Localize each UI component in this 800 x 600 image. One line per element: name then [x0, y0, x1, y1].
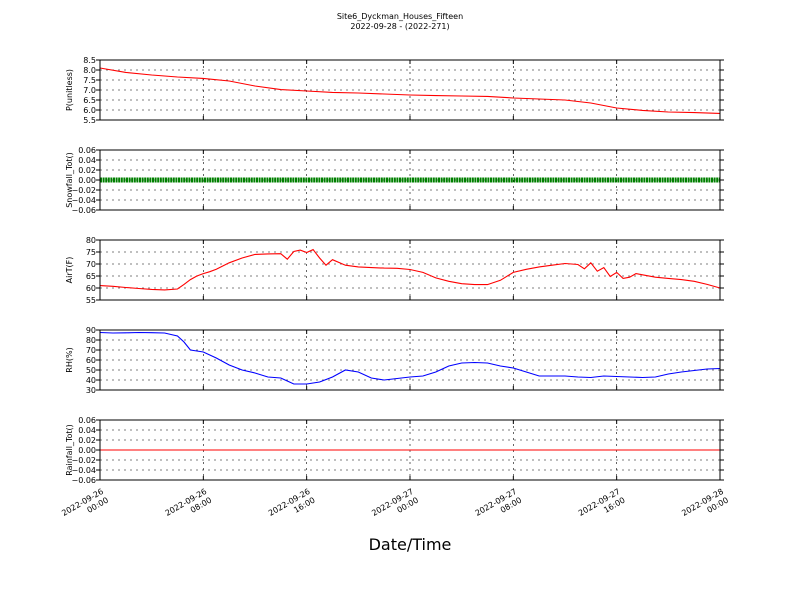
y-tick-label: 0.06: [78, 146, 96, 155]
subplot-3: 55 60 65 70 75 80 AirT(F): [65, 236, 724, 305]
y-tick-label: 8.0: [83, 66, 96, 75]
series-line: [99, 331, 721, 385]
plot-frame: [99, 419, 721, 481]
y-axis-label: RH(%): [65, 347, 74, 372]
y-tick-label: 50: [86, 366, 96, 375]
y-tick-label: 70: [86, 260, 96, 269]
y-tick-label: 0.00: [78, 176, 96, 185]
y-axis-label: Snowfall_Tot(): [65, 152, 74, 208]
y-tick-label: 70: [86, 346, 96, 355]
plot-frame: [99, 239, 721, 301]
plot-frame: [99, 149, 721, 211]
subplot-1: 5.56.06.57.07.58.08.5 P(unitless): [65, 56, 724, 125]
y-tick-label: 60: [86, 284, 96, 293]
y-tick-label: 5.5: [83, 116, 96, 125]
y-tick-label: −0.06: [71, 476, 96, 485]
y-tick-label: 80: [86, 236, 96, 245]
y-tick-label: −0.04: [71, 196, 96, 205]
subplot-panels: 5.56.06.57.07.58.08.5P(unitless)−0.06−0.…: [65, 56, 724, 485]
y-tick-label: 0.06: [78, 416, 96, 425]
y-axis-label: AirT(F): [65, 257, 74, 284]
y-tick-label: −0.06: [71, 206, 96, 215]
subplot-2: −0.06−0.04−0.020.000.020.040.06 Snowfall_…: [65, 146, 724, 215]
y-tick-label: 6.0: [83, 106, 96, 115]
y-tick-label: 7.0: [83, 86, 96, 95]
y-tick-label: 6.5: [83, 96, 96, 105]
y-tick-label: 0.02: [78, 436, 96, 445]
y-tick-label: −0.04: [71, 466, 96, 475]
y-tick-label: 7.5: [83, 76, 96, 85]
y-tick-label: −0.02: [71, 456, 96, 465]
subplot-5: −0.06−0.04−0.020.000.020.040.06 Rainfall_…: [65, 416, 724, 485]
chart-title-line1: Site6_Dyckman_Houses_Fifteen: [337, 12, 463, 21]
y-tick-label: 90: [86, 326, 96, 335]
chart-title-line2: 2022-09-28 - (2022-271): [350, 22, 449, 31]
y-tick-label: 55: [86, 296, 96, 305]
y-tick-label: 8.5: [83, 56, 96, 65]
y-tick-label: 0.04: [78, 156, 96, 165]
x-axis-label: Date/Time: [369, 535, 452, 554]
y-tick-label: 60: [86, 356, 96, 365]
y-axis-label: P(unitless): [65, 69, 74, 111]
y-tick-label: 80: [86, 336, 96, 345]
y-tick-label: 30: [86, 386, 96, 395]
y-tick-label: 0.04: [78, 426, 96, 435]
y-tick-label: 0.02: [78, 166, 96, 175]
series-line: [99, 248, 721, 291]
y-axis-label: Rainfall_Tot(): [65, 424, 74, 476]
plot-frame: [99, 59, 721, 121]
y-tick-label: 65: [86, 272, 96, 281]
y-tick-label: −0.02: [71, 186, 96, 195]
y-tick-label: 75: [86, 248, 96, 257]
plot-frame: [99, 329, 721, 391]
y-tick-label: 40: [86, 376, 96, 385]
y-tick-label: 0.00: [78, 446, 96, 455]
series-line: [99, 67, 721, 114]
